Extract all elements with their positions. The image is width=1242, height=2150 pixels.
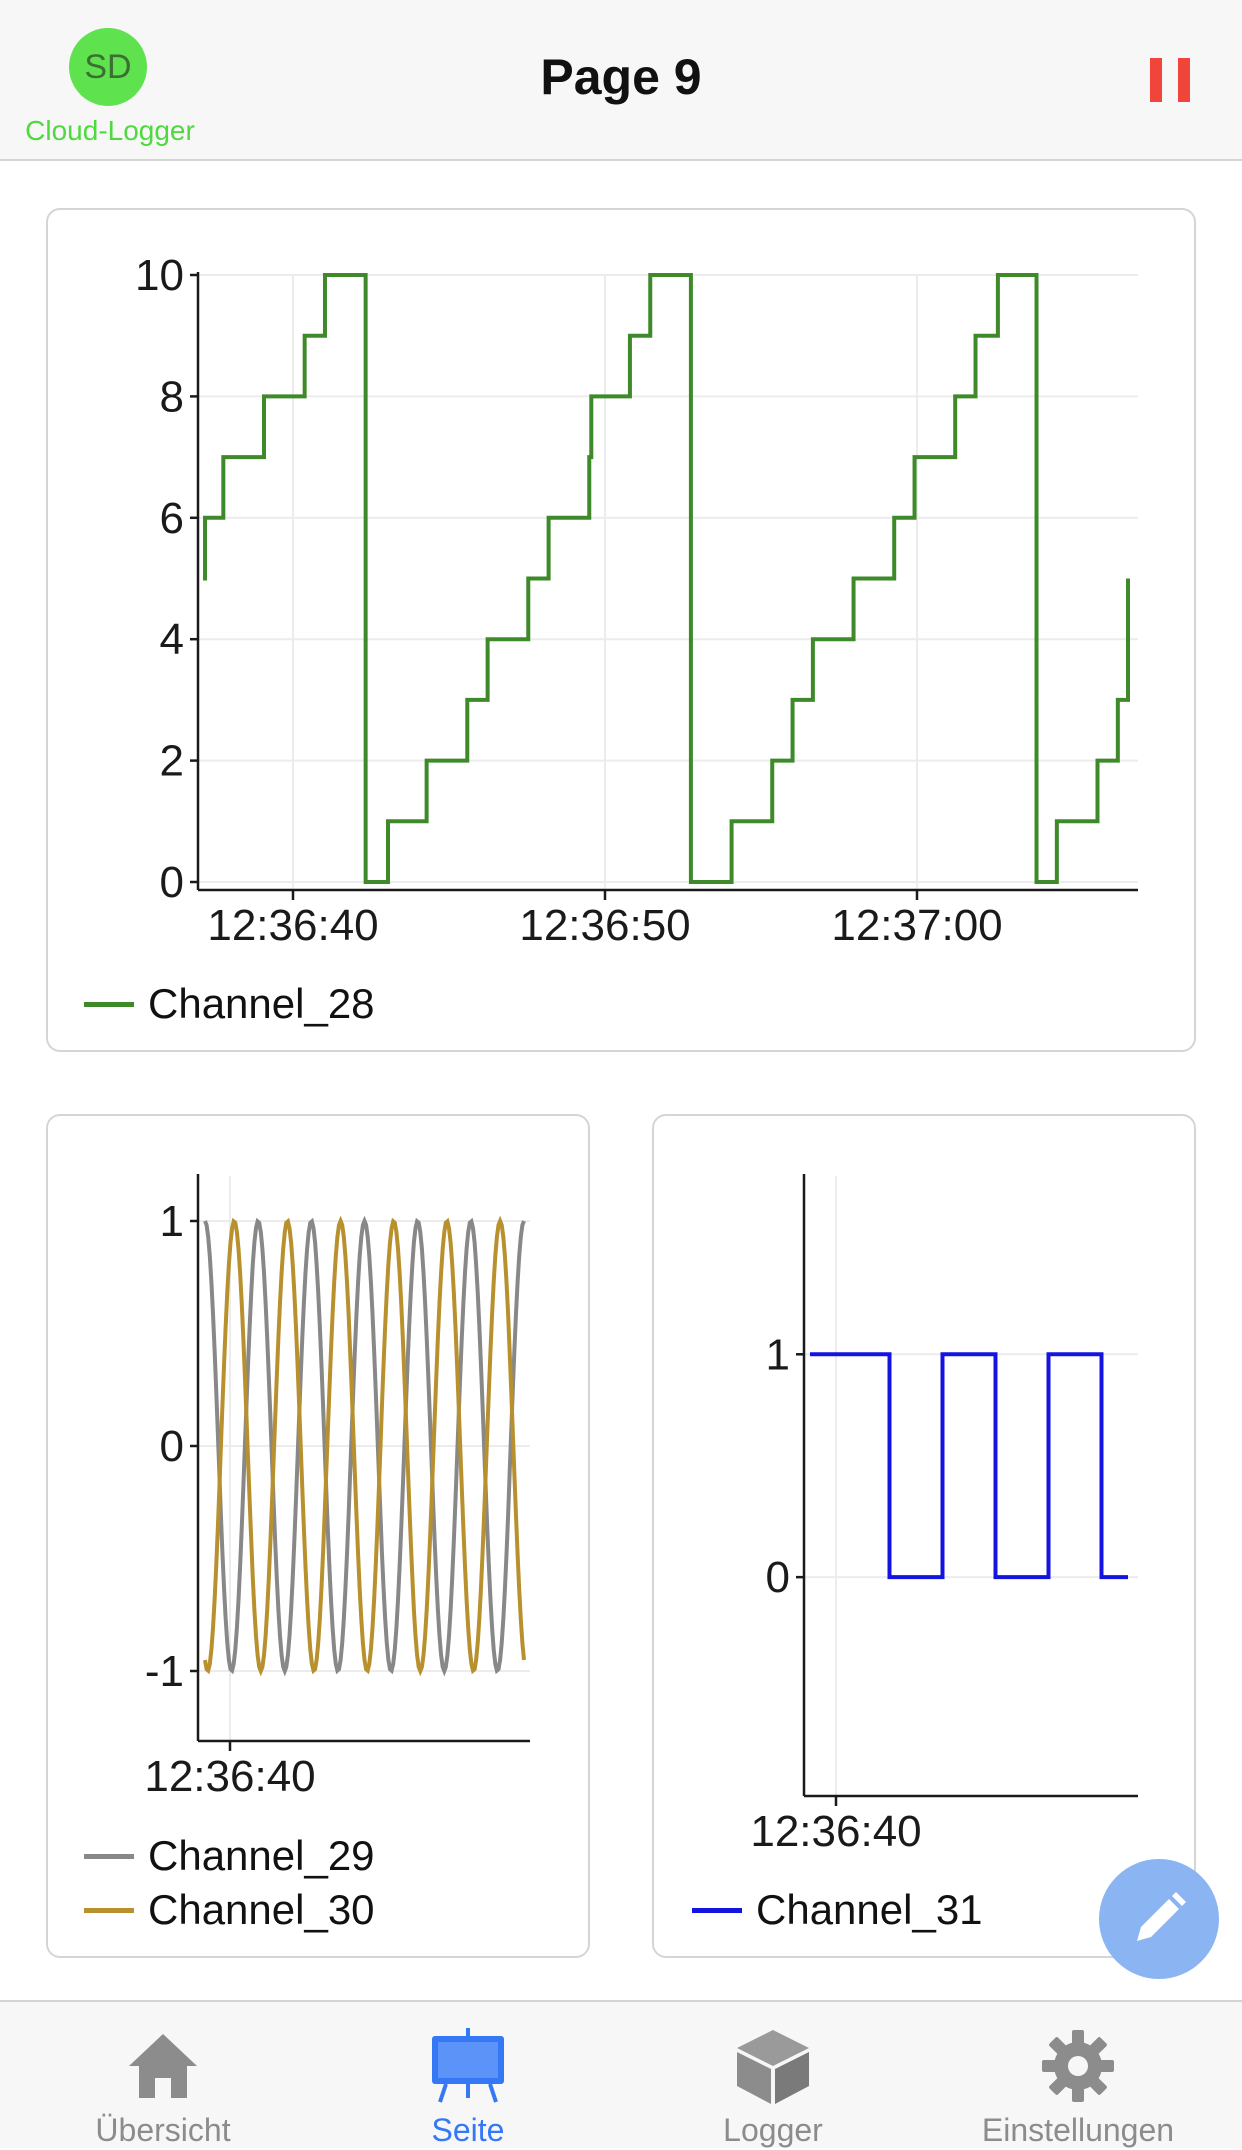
tab-seite[interactable]: Seite (348, 2002, 588, 2150)
y-tick-label: -1 (145, 1647, 184, 1696)
legend-item: Channel_28 (84, 980, 375, 1028)
chart-card-channel-28[interactable]: 0 2 4 6 8 10 12:36:40 12:36:50 12:37:00 Channel_… (46, 208, 1196, 1052)
tab-label: Übersicht (95, 2112, 231, 2148)
chart-card-channel-31[interactable]: 0 1 12:36:40 Channel_31 (652, 1114, 1196, 1958)
tab-label: Einstellungen (981, 2112, 1175, 2148)
app-name: Cloud-Logger (25, 115, 195, 146)
y-tick-label: 1 (766, 1330, 790, 1379)
tab-bar: Übersicht Seite Logger (0, 2000, 1242, 2148)
y-tick-label: 10 (135, 251, 184, 300)
chart-channel-29-30: -1 0 1 12:36:40 (144, 1174, 530, 1801)
x-tick-label: 12:37:00 (831, 901, 1002, 950)
legend-swatch (84, 1001, 134, 1007)
legend-label: Channel_31 (756, 1886, 983, 1933)
y-tick-label: 0 (160, 858, 184, 907)
legend-swatch (692, 1907, 742, 1913)
legend-label: Channel_29 (148, 1832, 375, 1879)
series-line-channel-31 (810, 1352, 1128, 1580)
legend-swatch (84, 1907, 134, 1913)
home-icon (129, 2034, 197, 2098)
y-tick-label: 6 (160, 494, 184, 543)
tab-einstellungen[interactable]: Einstellungen (958, 2002, 1198, 2150)
legend-label: Channel_30 (148, 1886, 375, 1933)
legend-label: Channel_28 (148, 980, 375, 1027)
easel-icon (432, 2028, 504, 2103)
chart-card-channel-29-30[interactable]: -1 0 1 12:36:40 Channel_29 Channel_30 (46, 1114, 590, 1958)
edit-button[interactable] (1099, 1859, 1219, 1979)
tab-logger[interactable]: Logger (653, 2002, 893, 2150)
gear-icon (1042, 2030, 1114, 2102)
legend-swatch (84, 1853, 134, 1859)
y-tick-label: 4 (160, 615, 184, 664)
chart-channel-31: 0 1 12:36:40 (750, 1174, 1138, 1856)
series-line-channel-30 (203, 1215, 526, 1677)
x-tick-label: 12:36:40 (144, 1752, 315, 1801)
y-tick-label: 8 (160, 372, 184, 421)
x-tick-label: 12:36:50 (519, 901, 690, 950)
y-tick-label: 0 (766, 1553, 790, 1602)
avatar[interactable]: SD (69, 28, 147, 106)
y-tick-label: 1 (160, 1197, 184, 1246)
pencil-icon (1137, 1892, 1186, 1941)
x-tick-label: 12:36:40 (207, 901, 378, 950)
series-line-channel-28 (203, 273, 1130, 884)
legend-item: Channel_31 (692, 1886, 983, 1934)
series-line-channel-29 (203, 1215, 526, 1677)
legend-item: Channel_30 (84, 1886, 375, 1934)
pause-button[interactable] (1150, 58, 1190, 102)
chart-channel-28: 0 2 4 6 8 10 12:36:40 12:36:50 12:37:00 (135, 251, 1138, 950)
pause-icon (1150, 58, 1162, 102)
y-tick-label: 0 (160, 1422, 184, 1471)
tab-label: Seite (431, 2112, 505, 2148)
page-title: Page 9 (540, 49, 702, 105)
tab-uebersicht[interactable]: Übersicht (43, 2002, 283, 2150)
y-tick-label: 2 (160, 737, 184, 786)
x-tick-label: 12:36:40 (750, 1807, 921, 1856)
header-bar: SD Cloud-Logger Page 9 (0, 0, 1242, 161)
pause-icon-bar (1178, 58, 1190, 102)
cube-icon (737, 2030, 809, 2104)
tab-label: Logger (723, 2112, 823, 2148)
legend-item: Channel_29 (84, 1832, 375, 1880)
